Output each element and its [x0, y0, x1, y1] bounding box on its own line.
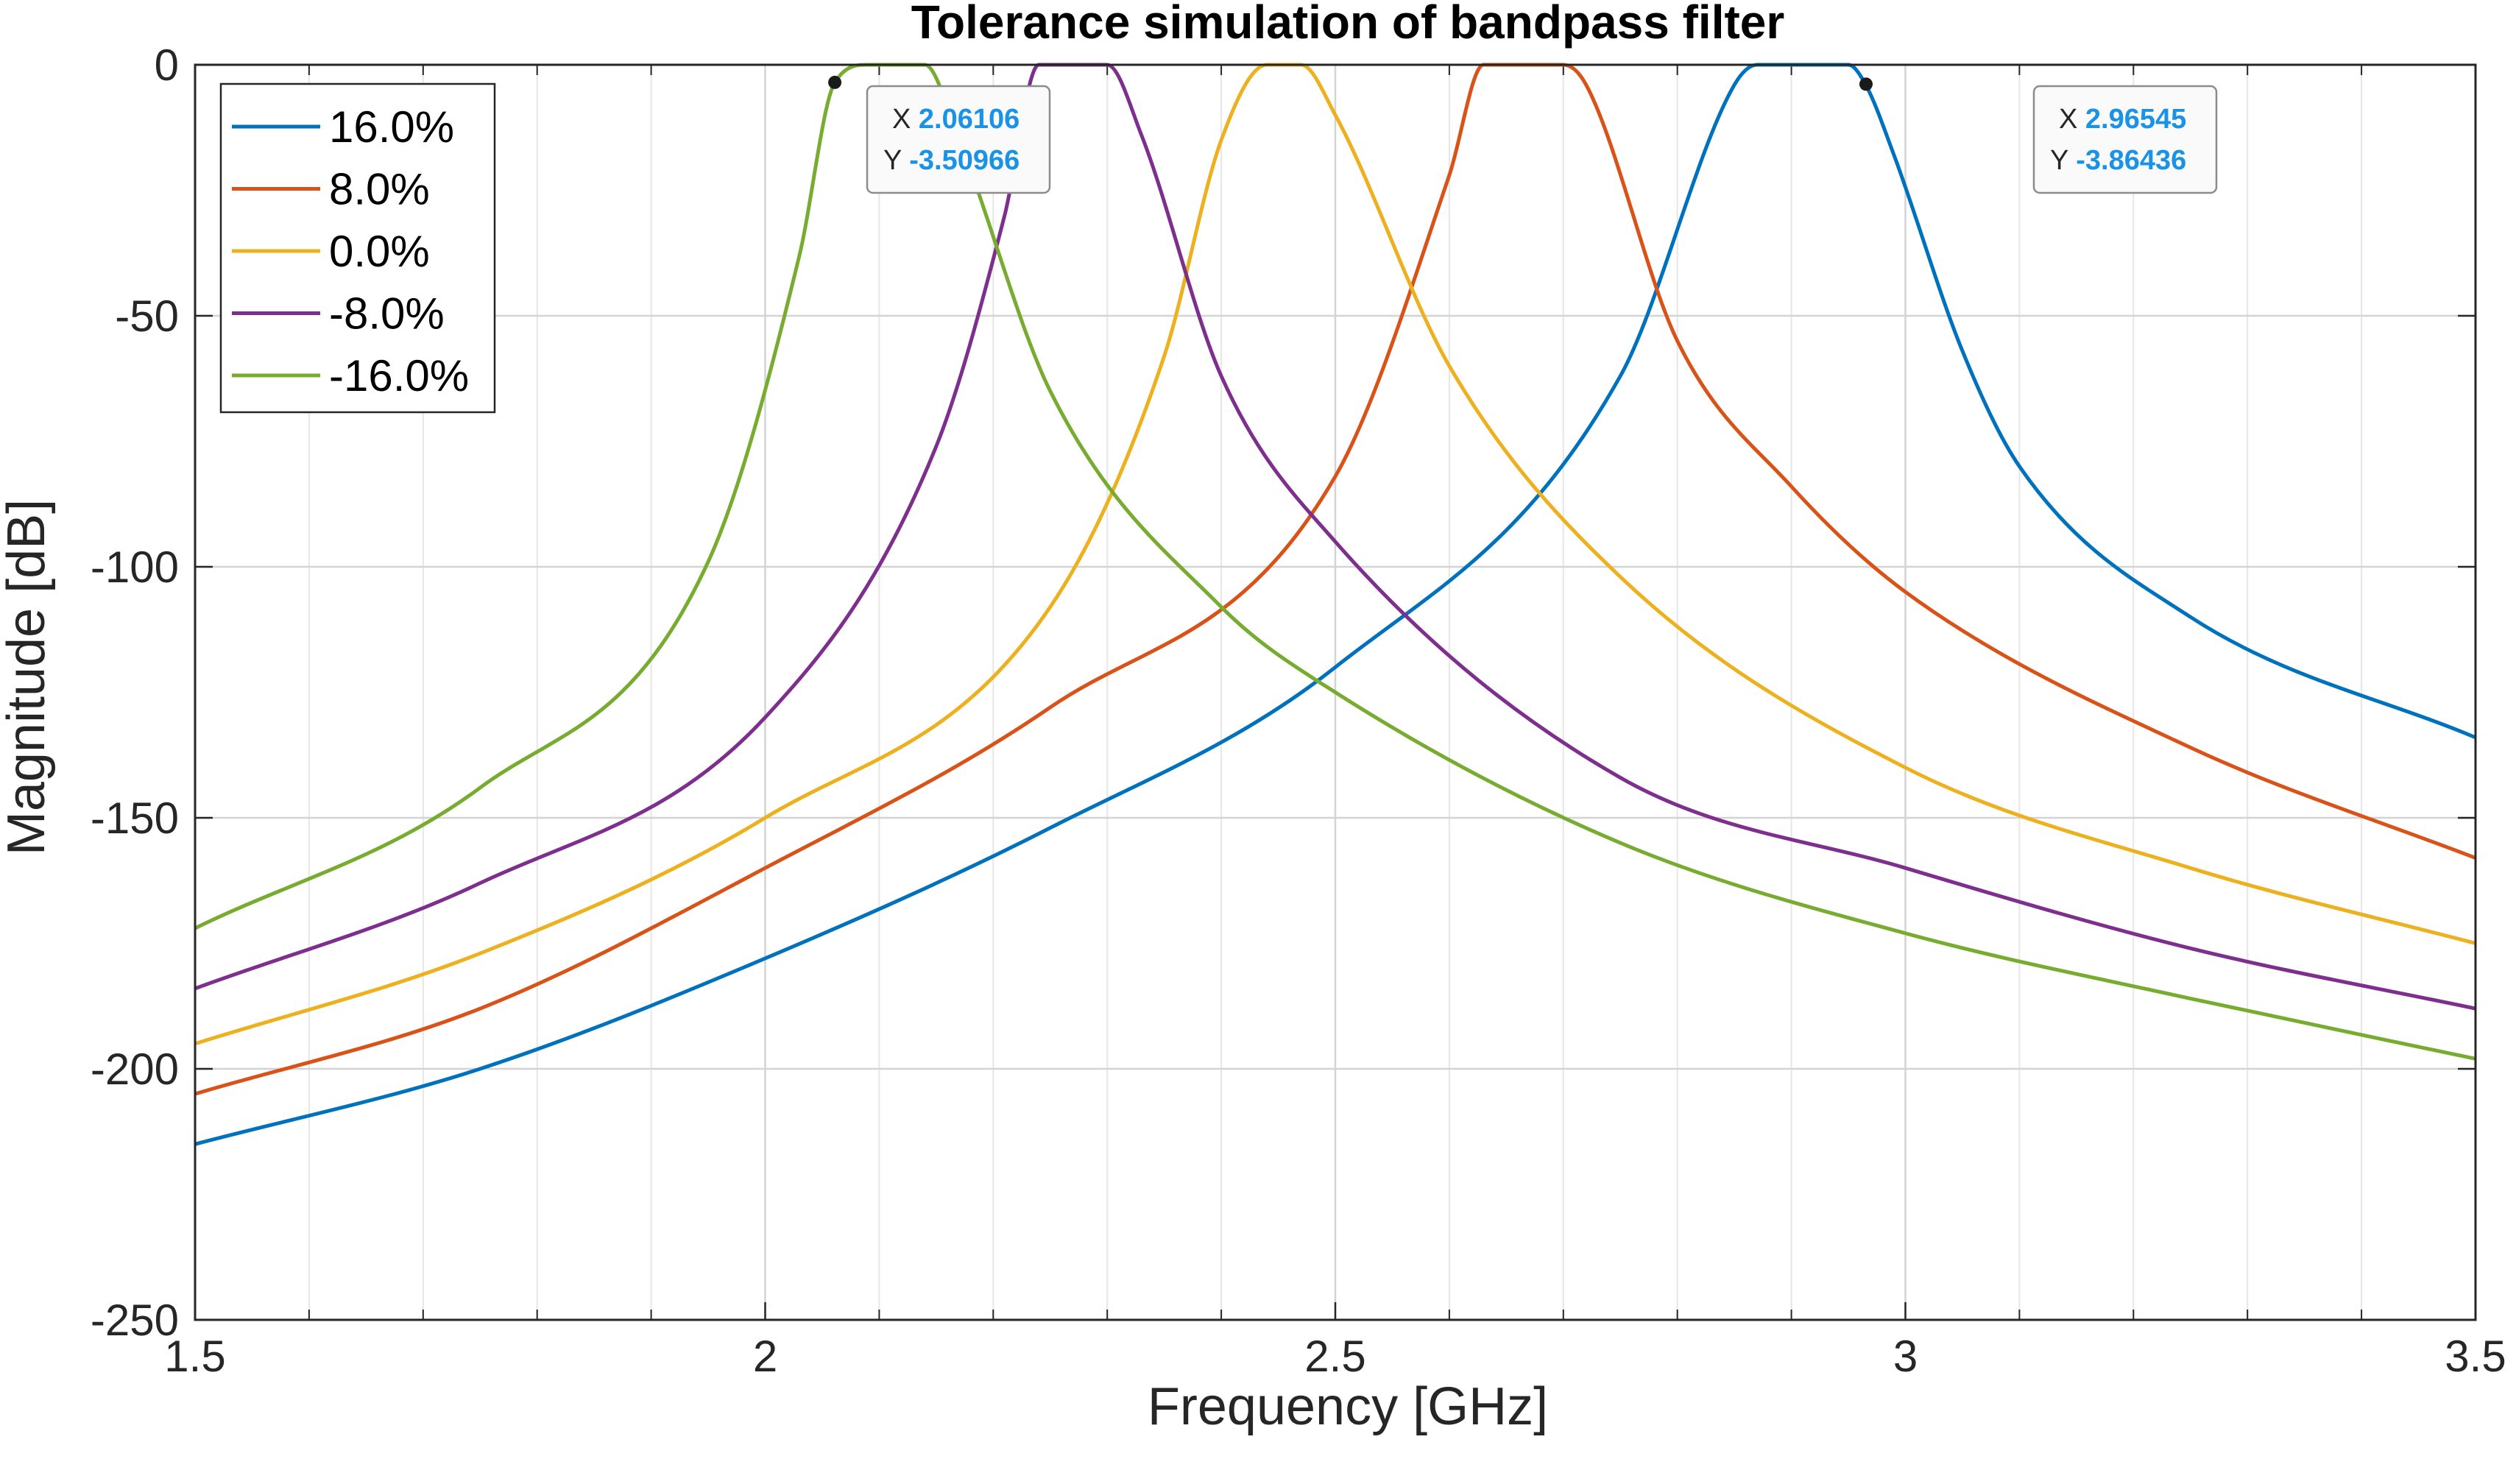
- x-tick-label: 2.5: [1304, 1332, 1365, 1381]
- datatip-box: [866, 85, 1051, 194]
- y-tick-label: -150: [91, 794, 179, 843]
- datatip: X 2.96545 Y -3.86436: [1859, 77, 2218, 194]
- x-tick-label: 3.5: [2445, 1332, 2506, 1381]
- legend-label: 8.0%: [329, 165, 430, 214]
- y-tick-label: -100: [91, 543, 179, 592]
- y-tick-label: -250: [91, 1296, 179, 1345]
- x-axis-label: Frequency [GHz]: [1148, 1377, 1548, 1436]
- series-line-0: [194, 63, 2476, 1146]
- datatip: X 2.06106 Y -3.50966: [828, 75, 1051, 194]
- y-axis-label: Magnitude [dB]: [0, 499, 56, 855]
- datatip-x-row: X 2.96545: [2059, 104, 2186, 135]
- x-tick-label: 1.5: [164, 1332, 225, 1381]
- legend-label: -16.0%: [329, 351, 469, 400]
- axes-box: [194, 63, 2477, 1321]
- y-tick-label: 0: [155, 40, 179, 90]
- datatip-x-row: X 2.06106: [892, 104, 1020, 135]
- datatip-y-row: Y -3.50966: [883, 145, 1020, 176]
- series-line-3: [194, 63, 2476, 1011]
- legend-box: [219, 82, 496, 414]
- legend-label: 0.0%: [329, 227, 430, 276]
- series-line-1: [194, 63, 2476, 1096]
- y-tick-label: -50: [115, 292, 179, 341]
- x-tick-label: 2: [753, 1332, 777, 1381]
- datatip-marker: [1859, 77, 1873, 91]
- chart-title: Tolerance simulation of bandpass filter: [911, 0, 1785, 49]
- legend-label: -8.0%: [329, 289, 445, 339]
- plot-area: 1.5 2 2.5 3 3.5 0 -50 -100 -150 -200 -250 16.0% 8.0%…: [91, 40, 2506, 1381]
- datatip-y-row: Y -3.86436: [2050, 145, 2186, 176]
- legend: 16.0% 8.0% 0.0% -8.0% -16.0%: [219, 82, 496, 414]
- datatip-box: [2032, 85, 2218, 194]
- datatip-marker: [828, 75, 842, 89]
- x-tick-label: 3: [1893, 1332, 1918, 1381]
- legend-label: 16.0%: [329, 102, 454, 152]
- y-tick-label: -200: [91, 1045, 179, 1094]
- series-line-4: [194, 63, 2476, 1061]
